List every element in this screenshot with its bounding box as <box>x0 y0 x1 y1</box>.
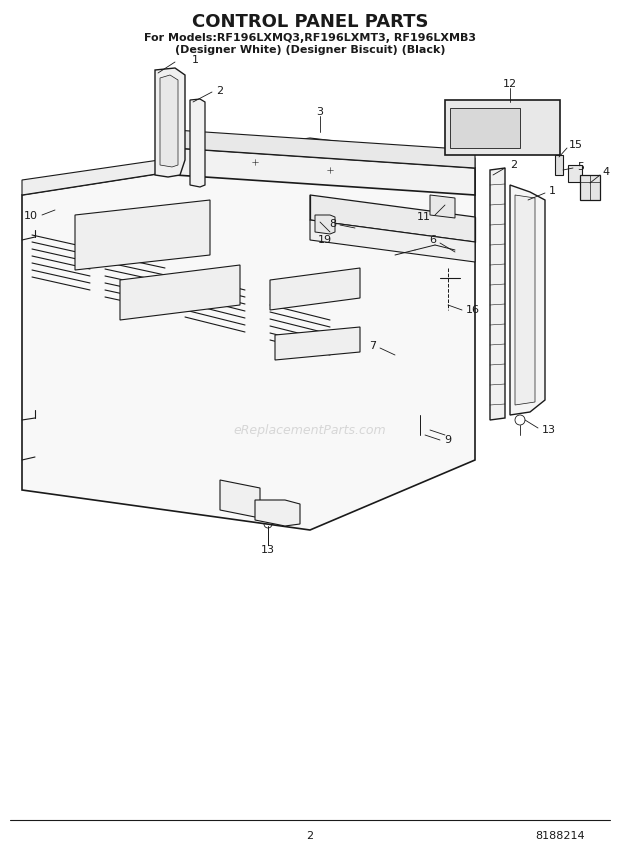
Polygon shape <box>555 155 563 175</box>
Polygon shape <box>155 68 185 177</box>
Text: 19: 19 <box>318 235 332 245</box>
Polygon shape <box>450 108 520 148</box>
Text: 7: 7 <box>369 341 376 351</box>
Text: 8: 8 <box>329 219 336 229</box>
Text: 2: 2 <box>216 86 224 96</box>
Polygon shape <box>510 185 545 415</box>
Text: 15: 15 <box>569 140 583 150</box>
Polygon shape <box>160 75 178 167</box>
Text: 10: 10 <box>24 211 38 221</box>
Polygon shape <box>568 165 582 182</box>
Text: 1: 1 <box>549 186 556 196</box>
Text: 4: 4 <box>602 167 609 177</box>
Text: 16: 16 <box>466 305 480 315</box>
Circle shape <box>422 275 432 285</box>
Polygon shape <box>175 148 475 195</box>
Polygon shape <box>445 100 560 155</box>
Text: 13: 13 <box>261 545 275 555</box>
Text: For Models:RF196LXMQ3,RF196LXMT3, RF196LXMB3: For Models:RF196LXMQ3,RF196LXMT3, RF196L… <box>144 33 476 43</box>
Polygon shape <box>220 480 260 518</box>
Text: 8188214: 8188214 <box>536 831 585 841</box>
Polygon shape <box>580 175 600 200</box>
FancyBboxPatch shape <box>525 108 553 117</box>
Polygon shape <box>22 138 475 195</box>
FancyBboxPatch shape <box>525 141 553 150</box>
Polygon shape <box>310 220 475 262</box>
Polygon shape <box>275 327 360 360</box>
Polygon shape <box>75 200 210 270</box>
Text: (Designer White) (Designer Biscuit) (Black): (Designer White) (Designer Biscuit) (Bla… <box>175 45 445 55</box>
Text: 11: 11 <box>417 212 431 222</box>
Text: 12: 12 <box>503 79 517 89</box>
Polygon shape <box>270 268 360 310</box>
Polygon shape <box>515 195 535 405</box>
Polygon shape <box>255 500 300 526</box>
Polygon shape <box>175 130 475 168</box>
Text: eReplacementParts.com: eReplacementParts.com <box>234 424 386 437</box>
Polygon shape <box>190 99 205 187</box>
Polygon shape <box>315 215 335 234</box>
Text: 3: 3 <box>316 107 324 117</box>
Text: 1: 1 <box>192 55 198 65</box>
Text: 5: 5 <box>577 162 584 172</box>
Polygon shape <box>22 150 475 530</box>
Text: 9: 9 <box>444 435 451 445</box>
Text: 13: 13 <box>542 425 556 435</box>
Text: CONTROL PANEL PARTS: CONTROL PANEL PARTS <box>192 13 428 31</box>
FancyBboxPatch shape <box>525 119 553 128</box>
Text: 6: 6 <box>429 235 436 245</box>
Polygon shape <box>430 195 455 218</box>
Text: 2: 2 <box>510 160 517 170</box>
Polygon shape <box>490 168 505 420</box>
Polygon shape <box>120 265 240 320</box>
Text: 2: 2 <box>306 831 314 841</box>
FancyBboxPatch shape <box>525 130 553 139</box>
Polygon shape <box>310 195 475 242</box>
